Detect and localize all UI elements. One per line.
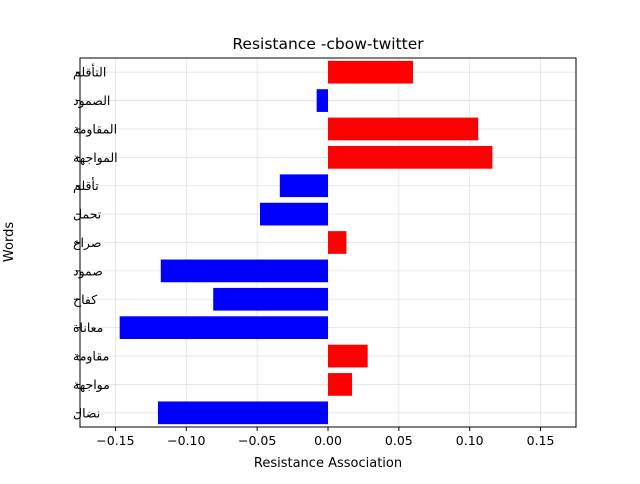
y-tick-label: كفاح [73,292,97,307]
bar [259,202,328,226]
y-tick-label: مواجهة [73,377,110,393]
x-tick-label: 0.05 [385,433,413,448]
bars [119,60,493,425]
y-tick-label: صمود [73,263,103,279]
bar [328,117,479,141]
bar [316,89,328,112]
bar [328,373,353,396]
x-axis-label: Resistance Association [254,456,402,471]
y-tick-label: معاناة [73,320,103,335]
bar [160,259,328,283]
y-tick-label: مقاومة [73,349,109,365]
bar [328,60,414,84]
bar [213,287,328,311]
bar [279,174,328,198]
x-tick-label: −0.10 [167,433,205,448]
x-axis-ticks: −0.15 −0.10 −0.05 0.00 0.05 0.10 0.15 [96,427,554,448]
x-tick-label: 0.00 [314,433,342,448]
y-tick-label: تحمل [73,207,102,222]
y-tick-label: المقاومة [73,121,117,137]
x-tick-label: −0.15 [96,433,134,448]
bar [157,401,328,425]
y-axis-ticks: التأقلم الصمود المقاومة المواجهة تأقلم تحمل صر… [73,64,118,421]
bar [328,145,493,169]
bar [328,344,368,368]
y-tick-label: الصمود [73,93,110,109]
bar [119,316,329,340]
bar [328,231,347,254]
x-tick-label: 0.15 [527,433,555,448]
y-axis-label: Words [2,222,17,262]
y-tick-label: صراع [73,235,101,251]
y-tick-label: التأقلم [73,64,106,81]
x-tick-label: −0.05 [238,433,276,448]
y-tick-label: نضال [73,405,100,420]
x-tick-label: 0.10 [456,433,484,448]
chart-title: Resistance -cbow-twitter [232,35,424,53]
y-tick-label: تأقلم [73,177,99,194]
y-tick-label: المواجهة [73,150,118,166]
